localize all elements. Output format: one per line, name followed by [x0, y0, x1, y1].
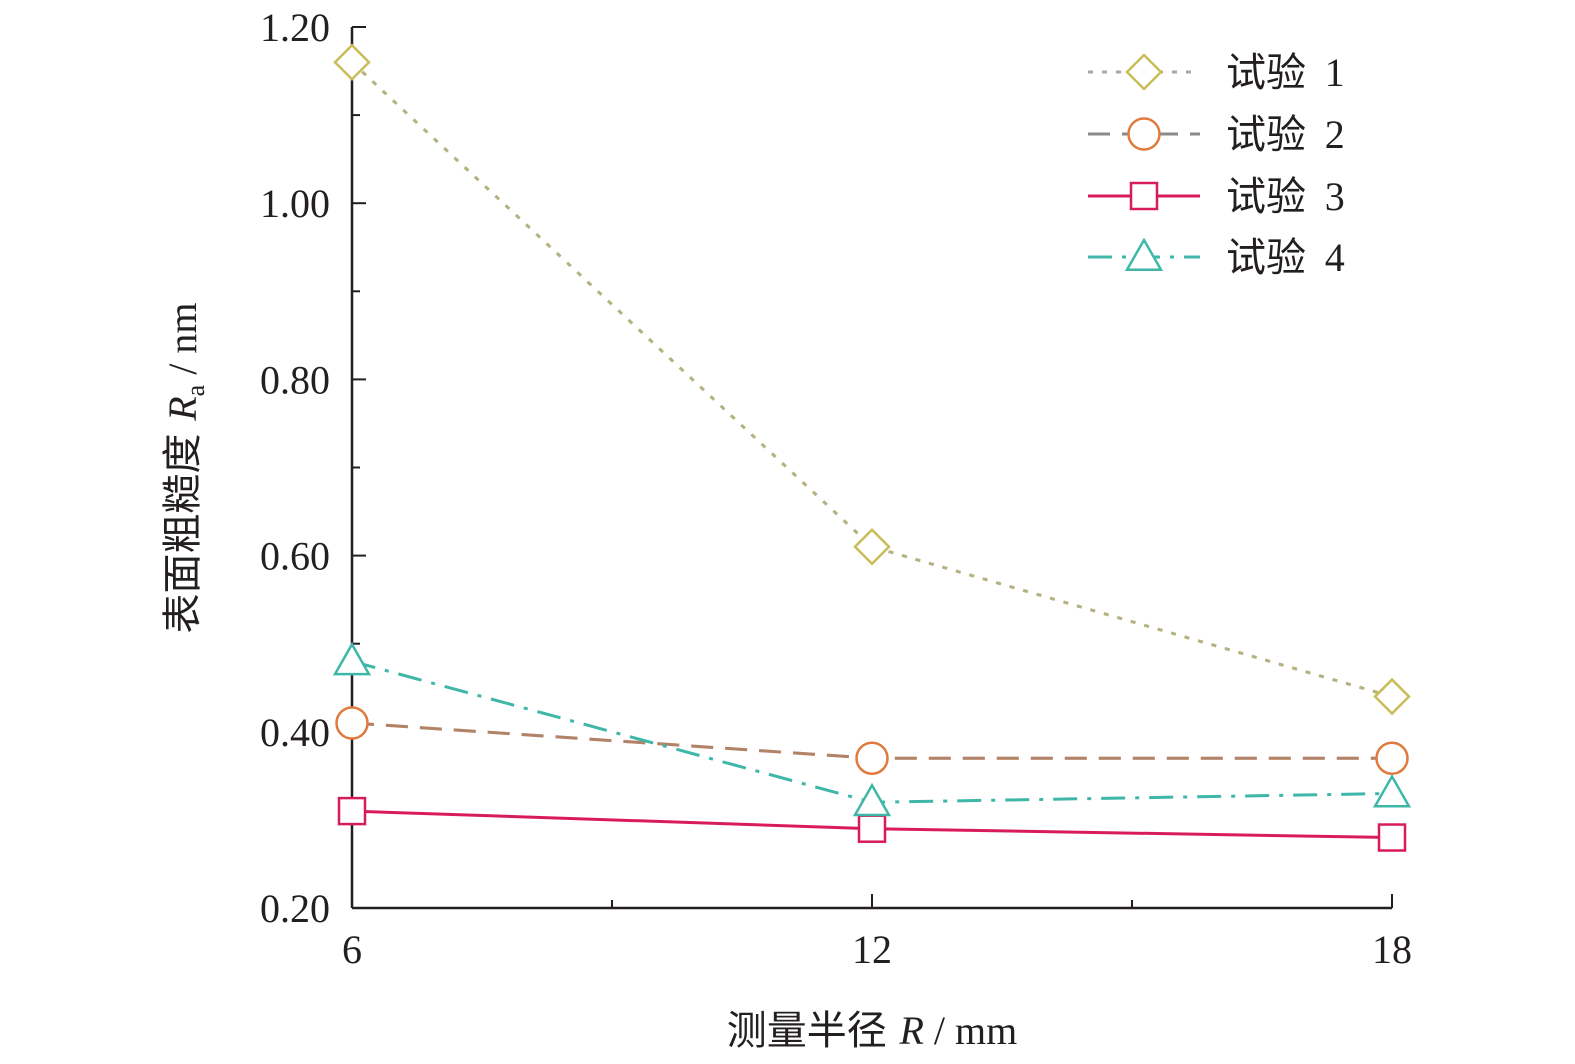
data-point — [332, 641, 372, 676]
axes: 0.20 0.40 0.60 0.80 1.00 1.20 6 12 18 — [260, 5, 1412, 972]
x-tick-label: 18 — [1372, 927, 1412, 972]
y-tick-label: 0.40 — [260, 710, 330, 755]
series-3-markers — [337, 796, 1407, 852]
y-tick-label: 0.60 — [260, 534, 330, 579]
legend-marker — [1124, 237, 1164, 271]
data-point — [1373, 677, 1411, 716]
legend-marker — [1127, 117, 1161, 151]
legend-marker — [1125, 53, 1163, 91]
legend-label: 试验 3 — [1226, 174, 1345, 220]
y-axis-title: 表面粗糙度 Ra / nm — [160, 303, 210, 634]
legend-label: 试验 2 — [1226, 112, 1345, 158]
legend-label: 试验 4 — [1226, 235, 1345, 281]
data-point — [335, 706, 369, 740]
legend-label: 试验 1 — [1226, 50, 1345, 96]
legend-item-3: 试验 3 — [1088, 174, 1345, 220]
series-1-markers — [333, 43, 1411, 716]
x-axis-title: 测量半径 R / mm — [727, 1008, 1018, 1054]
series-4 — [351, 659, 1393, 804]
x-tick-label: 12 — [852, 927, 892, 972]
legend-item-1: 试验 1 — [1088, 50, 1345, 96]
plot-area — [332, 43, 1412, 852]
data-point — [337, 796, 367, 826]
legend-marker — [1129, 181, 1159, 211]
y-tick-label: 1.00 — [260, 181, 330, 226]
series-4-markers — [332, 641, 1412, 817]
x-tick-label: 6 — [342, 927, 362, 972]
data-point — [855, 741, 889, 775]
axis-titles: 测量半径 R / mm 表面粗糙度 Ra / nm — [160, 303, 1017, 1054]
y-tick-label: 1.20 — [260, 5, 330, 50]
data-point — [1375, 741, 1409, 775]
data-point — [853, 528, 891, 566]
legend-item-2: 试验 2 — [1088, 112, 1345, 158]
series-line — [351, 659, 1393, 804]
data-point — [852, 782, 892, 817]
y-tick-label: 0.80 — [260, 357, 330, 402]
data-point — [1377, 823, 1407, 852]
legend: 试验 1 试验 2 试验 3 试验 4 — [1088, 50, 1345, 281]
y-tick-label: 0.20 — [260, 886, 330, 931]
data-point — [1372, 773, 1412, 808]
legend-item-4: 试验 4 — [1088, 235, 1345, 281]
data-point — [857, 814, 887, 843]
series-2-markers — [335, 706, 1409, 775]
data-point — [333, 43, 371, 82]
